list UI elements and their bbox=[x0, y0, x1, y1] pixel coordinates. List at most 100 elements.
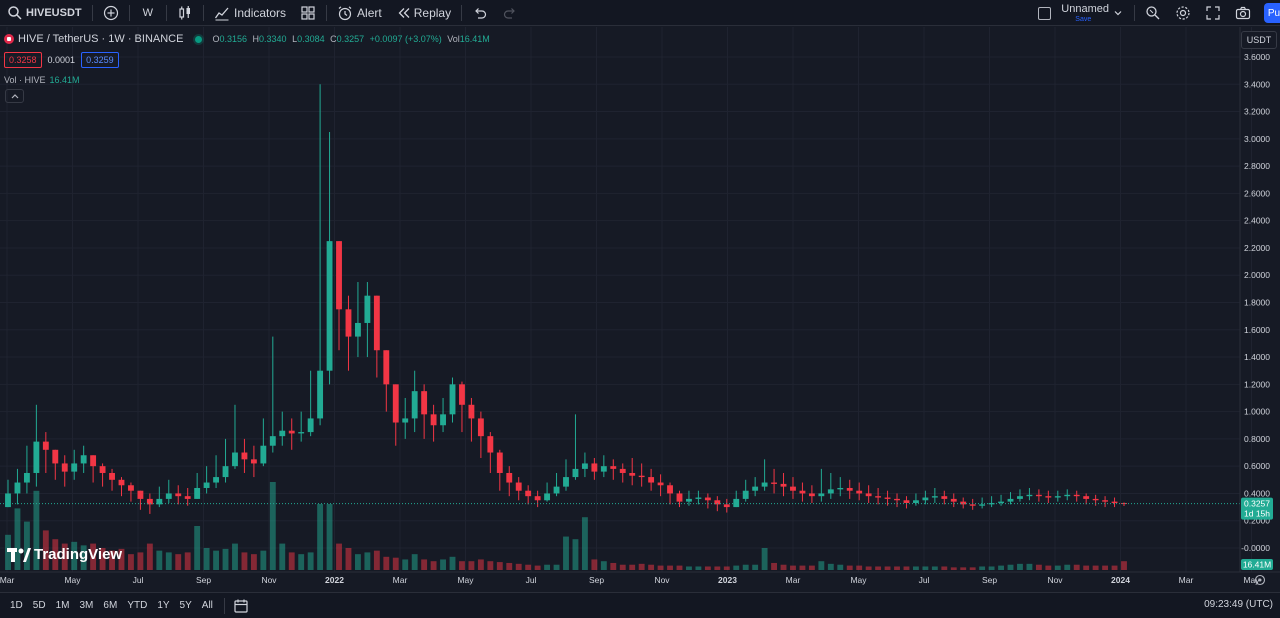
plus-circle-icon bbox=[103, 5, 119, 21]
volume-bar bbox=[1007, 564, 1014, 570]
time-tick-label: May bbox=[64, 575, 81, 585]
symbol-legend[interactable]: HIVE / TetherUS · 1W · BINANCE O0.3156 H… bbox=[4, 33, 490, 45]
range-button-all[interactable]: All bbox=[201, 600, 213, 611]
undo-button[interactable] bbox=[465, 0, 495, 26]
redo-icon bbox=[502, 5, 518, 21]
candle-body bbox=[14, 482, 21, 494]
volume-bar bbox=[563, 536, 569, 570]
candle-body bbox=[723, 504, 730, 508]
candle-body bbox=[165, 493, 172, 499]
volume-bar bbox=[790, 565, 796, 570]
time-tick-label: Sep bbox=[196, 575, 211, 585]
candle-body bbox=[1121, 502, 1127, 504]
volume-bar bbox=[1045, 565, 1052, 570]
range-button-ytd[interactable]: YTD bbox=[127, 600, 148, 611]
hive-logo-icon bbox=[4, 34, 14, 44]
volume-bar bbox=[487, 561, 494, 570]
candle-body bbox=[619, 468, 626, 473]
volume-bar bbox=[733, 565, 740, 570]
candle-body bbox=[203, 482, 210, 488]
candle-body bbox=[648, 477, 655, 483]
volume-bar bbox=[307, 552, 314, 570]
time-tick-label: Mar bbox=[1179, 575, 1194, 585]
divider bbox=[223, 597, 225, 614]
candle-body bbox=[903, 500, 910, 503]
indicators-button[interactable]: Indicators bbox=[207, 0, 293, 26]
replay-button[interactable]: Replay bbox=[389, 0, 458, 26]
candle-body bbox=[71, 463, 78, 472]
volume-bar bbox=[827, 563, 834, 570]
market-open-dot bbox=[195, 35, 203, 43]
volume-bar bbox=[156, 550, 163, 570]
high-label: H bbox=[252, 34, 260, 44]
candle-body bbox=[979, 504, 986, 506]
range-button-1d[interactable]: 1D bbox=[10, 600, 23, 611]
settings-button[interactable] bbox=[1168, 0, 1198, 26]
volume-bar bbox=[875, 566, 882, 570]
last-price-label: 0.3257 bbox=[1244, 499, 1270, 509]
utc-clock[interactable]: 09:23:49 (UTC) bbox=[1204, 599, 1273, 610]
price-chart[interactable]: 3.6000 3.4000 3.2000 3.0000 2.8000 2.6000 2.40… bbox=[0, 27, 1280, 592]
price-axis[interactable]: 3.6000 3.4000 3.2000 3.0000 2.8000 2.6000 2.40… bbox=[1241, 52, 1270, 553]
candle-body bbox=[969, 504, 976, 506]
volume-bar bbox=[345, 548, 352, 570]
redo-button[interactable] bbox=[495, 0, 525, 26]
range-button-1m[interactable]: 1M bbox=[55, 600, 70, 611]
volume-bar bbox=[619, 564, 626, 570]
buy-button[interactable]: 0.3259 bbox=[81, 52, 119, 68]
price-tick-label: 0.8000 bbox=[1244, 434, 1270, 444]
range-button-3m[interactable]: 3M bbox=[79, 600, 94, 611]
collapse-legend-button[interactable] bbox=[5, 89, 24, 103]
volume-bar bbox=[298, 554, 305, 570]
divider bbox=[166, 4, 168, 21]
interval-button[interactable]: W bbox=[142, 6, 154, 19]
candle-body bbox=[581, 463, 588, 469]
range-button-5d[interactable]: 5D bbox=[32, 600, 46, 611]
candle-body bbox=[52, 449, 59, 464]
volume-bar bbox=[1035, 564, 1042, 570]
layout-menu[interactable]: Unnamed Save bbox=[1030, 3, 1131, 23]
candle-body bbox=[42, 441, 49, 450]
candle-body bbox=[440, 414, 446, 426]
volume-bar bbox=[553, 564, 560, 570]
volume-bar bbox=[856, 565, 863, 570]
candle-body bbox=[307, 418, 314, 433]
templates-button[interactable] bbox=[293, 0, 323, 26]
compare-button[interactable] bbox=[96, 0, 126, 26]
volume-bar bbox=[941, 566, 948, 570]
volume-bar bbox=[686, 566, 692, 570]
candle-body bbox=[23, 472, 30, 483]
candle-body bbox=[279, 430, 286, 437]
currency-dropdown[interactable]: USDT bbox=[1241, 31, 1277, 49]
range-button-1y[interactable]: 1Y bbox=[157, 600, 170, 611]
candle-body bbox=[61, 463, 68, 472]
volume-legend[interactable]: Vol · HIVE 16.41M bbox=[4, 75, 80, 85]
candle-body bbox=[638, 475, 645, 478]
time-axis[interactable]: Mar May Jul Sep Nov 2022 Mar May Jul Sep Nov 2023 Ma… bbox=[0, 575, 1260, 585]
volume-bar bbox=[449, 556, 456, 570]
candle-body bbox=[250, 459, 257, 464]
symbol-search[interactable]: HIVEUSDT bbox=[0, 0, 89, 26]
candle-body bbox=[704, 497, 711, 501]
time-tick-label: 2024 bbox=[1111, 575, 1130, 585]
range-button-5y[interactable]: 5Y bbox=[179, 600, 192, 611]
timezone-settings-button[interactable] bbox=[1254, 574, 1266, 586]
volume-bar bbox=[23, 521, 30, 570]
publish-button[interactable]: Pu bbox=[1264, 3, 1280, 23]
snapshot-button[interactable] bbox=[1228, 0, 1258, 26]
calendar-icon[interactable] bbox=[233, 598, 249, 614]
candle-body bbox=[137, 490, 144, 499]
sell-button[interactable]: 0.3258 bbox=[4, 52, 42, 68]
alert-button[interactable]: Alert bbox=[330, 0, 389, 26]
candle-body bbox=[194, 487, 201, 499]
chart-type-button[interactable] bbox=[170, 0, 200, 26]
quick-search-button[interactable] bbox=[1138, 0, 1168, 26]
tradingview-logo[interactable]: TradingView bbox=[7, 546, 122, 563]
fullscreen-button[interactable] bbox=[1198, 0, 1228, 26]
candle-body bbox=[667, 485, 673, 494]
candle-body bbox=[1083, 496, 1090, 499]
volume-bar bbox=[411, 554, 418, 570]
gear-icon bbox=[1175, 5, 1191, 21]
candle-body bbox=[534, 496, 541, 501]
range-button-6m[interactable]: 6M bbox=[103, 600, 118, 611]
